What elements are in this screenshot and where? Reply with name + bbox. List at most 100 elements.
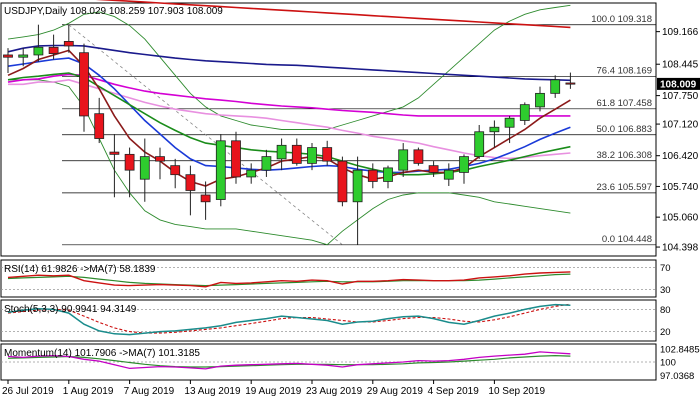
candle-26 [398,143,409,177]
candle-body-22 [337,160,348,203]
candle-body-3 [48,46,59,55]
candle-31 [474,124,485,159]
candle-29 [443,163,454,186]
price-tick-1: 108.445 [662,60,699,71]
candle-24 [367,163,378,189]
candle-body-33 [504,117,515,128]
candle-7 [109,134,120,198]
rsi-lines: 70 30 [1,263,671,296]
date-tick-0: 26 Jul 2019 [2,386,54,397]
last-price-label: 108.009 [660,79,697,90]
candle-body-5 [79,52,89,117]
candle-body-24 [367,169,378,182]
candle-body-29 [443,169,454,180]
rsi-line [7,271,571,288]
candle-33 [504,115,515,144]
price-tick-4: 106.420 [662,151,699,162]
momentum-line [7,351,571,370]
stoch-k-line [7,303,571,336]
candle-21 [322,140,333,166]
candle-body-7 [109,151,120,155]
date-tick-5: 23 Aug 2019 [306,386,363,397]
price-tick-2: 107.750 [662,91,699,102]
candle-body-0 [3,54,13,58]
candle-body-31 [474,131,485,158]
candle-body-9 [139,156,150,180]
date-tick-3: 13 Aug 2019 [184,386,241,397]
stochastic-label: Stoch(5,3,3) 90.9941 94.3149 [4,304,137,315]
date-tick-6: 29 Aug 2019 [367,386,424,397]
price-pane: 100.0 109.318 76.4 108.169 61.8 107.458 50.… [0,0,657,257]
rsi-ma-line [7,273,571,287]
candle-5 [79,43,89,132]
candle-20 [307,143,317,171]
candle-36 [550,75,561,98]
candle-body-8 [124,153,135,171]
candle-4 [63,24,74,53]
candle-28 [428,161,439,177]
candle-body-27 [413,149,424,164]
ma_blue [7,57,571,174]
bollinger-upper [7,4,571,130]
date-tick-1: 1 Aug 2019 [63,386,114,397]
candle-16 [246,163,257,184]
rsi-layer-tick-0: 70 [660,263,671,274]
candle-3 [48,34,59,60]
date-tick-8: 10 Sep 2019 [488,386,545,397]
candle-1 [18,48,29,67]
fib-label-2: 61.8 107.458 [597,98,652,109]
candle-27 [413,147,424,166]
ma_navy [7,44,571,82]
candle-13 [200,181,211,220]
candle-body-32 [489,126,500,133]
price-pane-frame [0,2,657,257]
candle-34 [519,102,530,125]
candle-35 [535,86,545,112]
date-tick-7: 4 Sep 2019 [428,386,480,397]
candle-body-19 [291,144,302,164]
fib-label-6: 0.0 104.448 [602,234,652,245]
candle-body-18 [276,144,287,160]
candle-body-25 [383,167,393,182]
ma_darkred [7,49,571,187]
last-price-marker: 108.009 [657,77,700,90]
candle-11 [170,158,181,189]
candle-body-15 [231,140,241,178]
candle-18 [276,138,287,171]
candle-6 [94,97,105,144]
candlesticks [3,24,576,245]
candle-17 [261,149,272,177]
candle-body-34 [519,104,530,121]
candle-2 [33,24,44,62]
fib-label-5: 23.6 105.597 [597,182,652,193]
candle-14 [215,134,226,207]
stochastic-pane: 80 20 Stoch(5,3,3) 90.9941 94.3149 [0,299,671,342]
momentum-pane: 102.8485 100 97.0368 Momentum(14) 101.7906… [0,343,700,382]
mom-layer-tick-2: 97.0368 [660,371,694,382]
momentum-label: Momentum(14) 101.7906 ->MA(7) 101.3185 [4,348,200,359]
price-tick-6: 105.060 [662,213,699,224]
candle-8 [124,147,135,198]
mom-layer-tick-0: 102.8485 [660,344,700,355]
candle-19 [291,138,302,166]
fib-label-3: 50.0 106.883 [597,124,652,135]
stoch-d-line [7,303,571,334]
date-tick-4: 19 Aug 2019 [245,386,302,397]
candle-9 [139,138,150,202]
last-price-box [657,77,700,90]
rsi-pane: 70 30 RSI(14) 61.9826 ->MA(7) 58.1839 [0,259,671,298]
price-tick-7: 104.398 [662,243,699,254]
candle-0 [3,48,13,74]
candle-body-11 [170,165,181,176]
candle-body-36 [550,79,561,94]
candle-body-37 [565,82,576,85]
stochastic-lines: 80 20 [1,303,671,338]
candle-body-10 [155,156,165,162]
date-axis: 26 Jul 2019 1 Aug 2019 7 Aug 2019 13 Aug 20… [2,380,546,397]
candle-body-17 [261,156,272,171]
stoch-layer-tick-1: 20 [660,327,671,338]
candle-15 [231,131,241,184]
chart-header: USDJPY,Daily 108.029 108.259 107.903 108… [4,6,223,17]
